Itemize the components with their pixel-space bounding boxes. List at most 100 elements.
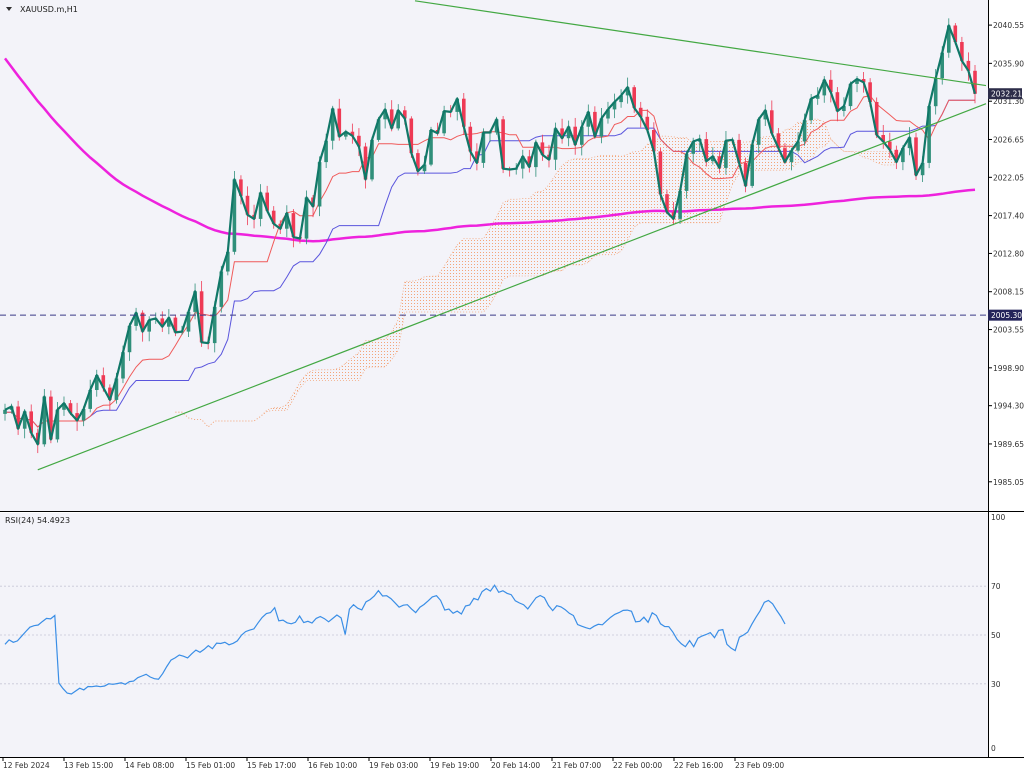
candle-body: [193, 291, 197, 312]
candle-body: [304, 197, 309, 239]
ma-line: [4, 57, 976, 243]
price-tick-label: 2022.05: [993, 173, 1024, 182]
candle-body: [743, 162, 748, 186]
candle-body: [953, 25, 958, 42]
candle-body: [789, 150, 794, 163]
close-overlay-line: [4, 24, 977, 446]
dropdown-arrow-icon[interactable]: [6, 7, 12, 11]
candle: [239, 175, 243, 205]
candle-body: [829, 79, 833, 93]
candle: [475, 143, 479, 171]
candle: [586, 104, 591, 136]
candle-body: [383, 109, 387, 120]
time-tick-label: 22 Feb 16:00: [674, 761, 723, 770]
senkou-span-b: [175, 138, 897, 428]
price-tick: 2003.55: [988, 326, 1024, 335]
candle-body: [737, 139, 741, 163]
candle: [363, 142, 368, 189]
candle: [638, 101, 643, 128]
candle-body: [868, 82, 872, 102]
price-tick: 1994.30: [988, 402, 1024, 411]
candle-body: [756, 119, 761, 145]
candle: [396, 104, 400, 131]
candle-body: [29, 411, 33, 433]
candle: [245, 186, 250, 226]
candle-body: [265, 192, 269, 211]
candle-body: [422, 164, 427, 172]
time-tick-label: 15 Feb 17:00: [247, 761, 296, 770]
price-tick-label: 1989.65: [993, 440, 1024, 449]
price-tick: 2012.80: [988, 249, 1024, 258]
time-tick: 15 Feb 01:00: [185, 757, 235, 770]
price-tick-label: 2026.65: [993, 135, 1024, 144]
candle-body: [894, 149, 899, 163]
candle-body: [232, 179, 237, 252]
candle-body: [599, 118, 604, 137]
candle-body: [888, 141, 892, 150]
price-tags: 2032.21 2005.30: [988, 88, 1022, 321]
candle-body: [573, 126, 577, 145]
candle-body: [947, 25, 951, 53]
candle-body: [291, 213, 296, 237]
price-scale-area[interactable]: [988, 0, 1024, 773]
candle-body: [763, 110, 768, 120]
rsi-tick-label: 30: [991, 680, 1001, 689]
candle-body: [370, 139, 374, 180]
candle-body: [521, 156, 525, 169]
time-tick: 22 Feb 00:00: [612, 757, 662, 770]
candle-body: [416, 153, 420, 172]
senkou-span-a: [175, 118, 897, 428]
candle-body: [553, 128, 558, 160]
time-tick: 14 Feb 08:00: [124, 757, 174, 770]
candle-body: [475, 151, 479, 163]
time-tick: 19 Feb 03:00: [368, 757, 418, 770]
candle-body: [462, 98, 466, 127]
price-tick-label: 2040.55: [993, 21, 1024, 30]
ichimoku-cloud: [175, 118, 897, 428]
rsi-tick-label: 0: [991, 744, 996, 753]
candle-body: [678, 190, 682, 219]
candle: [888, 132, 892, 158]
candle-body: [501, 119, 505, 169]
price-tick: 2026.65: [988, 135, 1024, 144]
candle: [258, 184, 263, 227]
candle-body: [429, 130, 433, 165]
candle-body: [560, 128, 564, 139]
candle: [960, 36, 964, 71]
candle-body: [337, 108, 342, 137]
candle-body: [776, 133, 781, 149]
candle: [763, 104, 768, 126]
rsi-tick-label: 50: [991, 631, 1001, 640]
price-tick: 2017.40: [988, 212, 1024, 221]
candle-body: [927, 106, 931, 163]
candle-body: [140, 312, 145, 332]
moving-average-200: [4, 57, 976, 243]
current-price-text: 2032.21: [991, 90, 1022, 99]
candle-body: [409, 118, 414, 154]
time-tick-label: 12 Feb 2024: [3, 761, 50, 770]
candle-body: [566, 126, 571, 139]
candle-body: [874, 102, 879, 135]
candle-body: [95, 375, 99, 390]
candle: [285, 205, 289, 238]
rsi-label: RSI(24) 54.4923: [5, 516, 70, 525]
time-tick: 23 Feb 09:00: [734, 757, 784, 770]
candle-body: [389, 109, 394, 129]
candle-body: [822, 79, 827, 96]
candle-body: [855, 79, 859, 84]
price-tick: 2022.05: [988, 173, 1024, 182]
price-tick: 1989.65: [988, 440, 1024, 449]
trendlines[interactable]: [37, 0, 987, 471]
candle: [717, 151, 722, 174]
cloud-area: [175, 119, 897, 427]
candle: [383, 102, 387, 129]
candle-body: [219, 271, 224, 307]
candle-body: [363, 146, 368, 180]
price-tick: 1998.90: [988, 364, 1024, 373]
candle-body: [22, 411, 27, 429]
candle-body: [750, 144, 754, 186]
candle-body: [724, 140, 728, 168]
time-tick-label: 22 Feb 00:00: [613, 761, 662, 770]
